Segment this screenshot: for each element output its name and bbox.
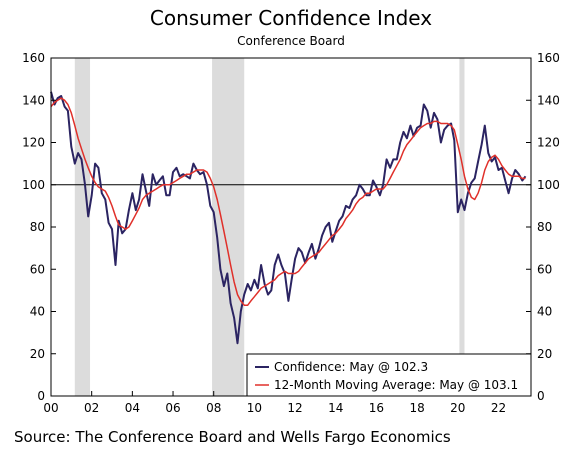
y-tick-label-left: 40: [30, 305, 45, 319]
recession-band-1: [212, 58, 245, 396]
y-tick-label-left: 140: [22, 93, 45, 107]
y-tick-label-left: 20: [30, 347, 45, 361]
x-tick-label: 04: [125, 401, 140, 415]
x-tick-label: 16: [369, 401, 384, 415]
y-tick-label-right: 100: [537, 178, 560, 192]
series-line-confidence: [50, 91, 527, 345]
x-tick-label: 02: [84, 401, 99, 415]
x-tick-label: 20: [450, 401, 465, 415]
x-tick-label: 14: [328, 401, 343, 415]
y-tick-label-left: 160: [22, 51, 45, 65]
y-tick-label-left: 60: [30, 262, 45, 276]
series-line-moving-average: [50, 97, 526, 306]
y-tick-label-left: 0: [37, 389, 45, 403]
recession-bands: [74, 58, 465, 396]
chart-subtitle: Conference Board: [237, 34, 345, 48]
recession-band-0: [74, 58, 91, 396]
y-tick-label-right: 40: [537, 305, 552, 319]
y-tick-label-right: 20: [537, 347, 552, 361]
y-tick-label-right: 160: [537, 51, 560, 65]
legend-label-moving-average: 12-Month Moving Average: May @ 103.1: [274, 378, 518, 392]
legend-box: [246, 353, 532, 397]
legend: Confidence: May @ 102.3 12-Month Moving …: [246, 353, 532, 397]
y-tick-label-right: 60: [537, 262, 552, 276]
y-tick-label-left: 120: [22, 136, 45, 150]
series-layer: [50, 91, 527, 345]
y-tick-label-left: 80: [30, 220, 45, 234]
x-tick-label: 00: [43, 401, 58, 415]
y-tick-label-right: 140: [537, 93, 560, 107]
x-tick-label: 06: [165, 401, 180, 415]
y-tick-label-right: 80: [537, 220, 552, 234]
chart-source: Source: The Conference Board and Wells F…: [14, 428, 451, 446]
legend-label-confidence: Confidence: May @ 102.3: [274, 360, 428, 374]
x-tick-label: 08: [206, 401, 221, 415]
x-tick-label: 22: [491, 401, 506, 415]
x-tick-label: 12: [287, 401, 302, 415]
x-tick-label: 18: [409, 401, 424, 415]
recession-band-2: [459, 58, 465, 396]
x-tick-label: 10: [247, 401, 262, 415]
y-tick-label-right: 120: [537, 136, 560, 150]
y-tick-label-right: 0: [537, 389, 545, 403]
y-tick-label-left: 100: [22, 178, 45, 192]
chart-title: Consumer Confidence Index: [149, 6, 433, 30]
